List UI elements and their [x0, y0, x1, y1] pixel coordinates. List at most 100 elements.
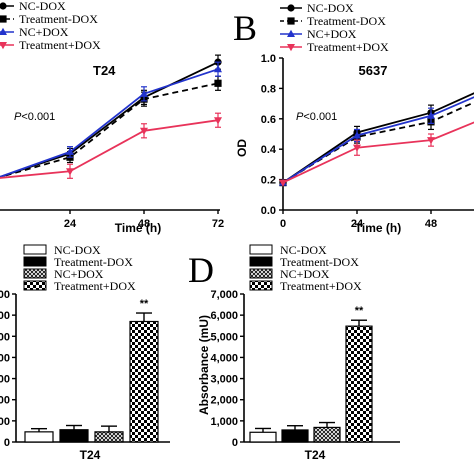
y-tick-label: 000 — [0, 289, 10, 301]
panel-c-xlabel: T24 — [80, 448, 101, 462]
legend-swatch — [249, 280, 273, 291]
data-point — [214, 79, 222, 87]
panel-label-d: D — [188, 250, 214, 290]
y-tick-label: 7,000 — [210, 289, 238, 301]
data-point — [353, 131, 361, 139]
legend-label: NC+DOX — [54, 267, 104, 281]
y-tick-label: 0.6 — [261, 114, 276, 126]
y-tick-label: 4,000 — [210, 352, 238, 364]
panel-c-bar-chart: T24 0000000000000000000000**NC-DOXTreatm… — [0, 243, 170, 462]
legend-label: Treatment+DOX — [54, 279, 136, 293]
legend-swatch — [249, 268, 273, 279]
bar — [129, 320, 159, 443]
series-line-2 — [282, 96, 474, 184]
legend-swatch — [23, 256, 47, 267]
legend-marker — [287, 29, 295, 37]
legend-label: NC-DOX — [19, 0, 66, 13]
y-tick-label: 000 — [0, 374, 10, 386]
legend-label: Treatment-DOX — [280, 255, 359, 269]
y-tick-label: 000 — [0, 416, 10, 428]
series-line-2 — [0, 68, 219, 178]
legend-marker — [287, 44, 295, 52]
legend-marker — [0, 15, 7, 23]
significance-label: ** — [140, 298, 149, 310]
legend-label: Treatment-DOX — [54, 255, 133, 269]
data-point — [427, 111, 435, 119]
bar — [24, 431, 54, 443]
bar — [313, 426, 341, 443]
legend-label: NC+DOX — [307, 27, 357, 41]
panel-b-xlabel: Time (h) — [355, 221, 401, 235]
series-line-3 — [282, 121, 474, 184]
series-line-0 — [282, 92, 474, 184]
y-tick-label: 0.2 — [261, 175, 276, 187]
panel-b-line-chart: 5637 P<0.001 Time (h) OD 0.0 0.2 0.4 0.6 0.8… — [235, 1, 474, 235]
legend-marker — [0, 27, 7, 35]
significance-label: ** — [355, 305, 364, 317]
y-tick-label: 3,000 — [210, 374, 238, 386]
bar — [281, 429, 309, 443]
bar — [345, 325, 373, 443]
panel-d-bar-chart: T24 Absorbance (mU) 0 1,000 2,000 3,000 4,00… — [197, 243, 400, 462]
y-tick-label: 000 — [0, 310, 10, 322]
x-tick-label: 48 — [425, 218, 437, 230]
panel-b-pvalue-rest: <0.001 — [303, 111, 337, 123]
panel-b-pvalue: P<0.001 — [296, 111, 337, 123]
y-tick-label: 000 — [0, 395, 10, 407]
y-tick-label: 5,000 — [210, 331, 238, 343]
panel-a-xlabel: Time (h) — [115, 221, 161, 235]
x-tick-label: 72 — [212, 218, 224, 230]
y-tick-label: 1.0 — [261, 53, 276, 65]
legend-swatch — [249, 244, 273, 255]
y-tick-label: 0.4 — [261, 144, 277, 156]
data-point — [66, 147, 74, 155]
bar — [59, 429, 89, 443]
x-tick-label: 0 — [280, 218, 286, 230]
data-point — [140, 89, 148, 97]
y-tick-label: 0.0 — [261, 205, 276, 217]
data-point — [214, 117, 222, 125]
panel-a-title: T24 — [93, 63, 116, 78]
legend-marker — [0, 42, 7, 50]
y-tick-label: 0 — [4, 437, 10, 449]
legend-marker — [287, 4, 295, 12]
y-tick-label: 0.8 — [261, 83, 276, 95]
series-line-3 — [0, 119, 219, 179]
legend-label: NC-DOX — [54, 243, 101, 257]
legend-label: Treatment-DOX — [307, 14, 386, 28]
legend-swatch — [23, 268, 47, 279]
panel-a-pvalue: P<0.001 — [14, 111, 55, 123]
legend-marker — [0, 2, 7, 10]
panel-a-pvalue-rest: <0.001 — [21, 111, 55, 123]
legend-label: NC-DOX — [280, 243, 327, 257]
legend-swatch — [23, 280, 47, 291]
y-tick-label: 000 — [0, 331, 10, 343]
legend-label: NC-DOX — [307, 1, 354, 15]
legend-swatch — [23, 244, 47, 255]
legend-marker — [287, 17, 295, 25]
legend-label: Treatment+DOX — [307, 40, 389, 54]
panel-b-pvalue-italic: P — [296, 111, 304, 123]
panel-a-line-chart: T24 P<0.001 Time (h) 24 48 72NC-DOXTreatme… — [0, 0, 224, 235]
x-tick-label: 24 — [64, 218, 77, 230]
series-line-1 — [0, 82, 219, 179]
x-tick-label: 24 — [351, 218, 364, 230]
bar — [249, 431, 277, 443]
panel-b-ylabel: OD — [235, 139, 249, 157]
panel-label-b: B — [233, 8, 257, 48]
y-tick-label: 2,000 — [210, 395, 238, 407]
legend-label: Treatment+DOX — [280, 279, 362, 293]
y-tick-label: 0 — [232, 437, 238, 449]
panel-a-pvalue-italic: P — [14, 111, 22, 123]
legend-swatch — [249, 256, 273, 267]
panel-b-title: 5637 — [359, 63, 388, 78]
legend-label: NC+DOX — [19, 25, 69, 39]
data-point — [427, 137, 435, 145]
data-point — [140, 127, 148, 135]
x-tick-label: 48 — [138, 218, 150, 230]
bar — [94, 431, 124, 443]
panel-d-ylabel: Absorbance (mU) — [197, 315, 211, 415]
data-point — [279, 179, 287, 187]
y-tick-label: 6,000 — [210, 310, 238, 322]
